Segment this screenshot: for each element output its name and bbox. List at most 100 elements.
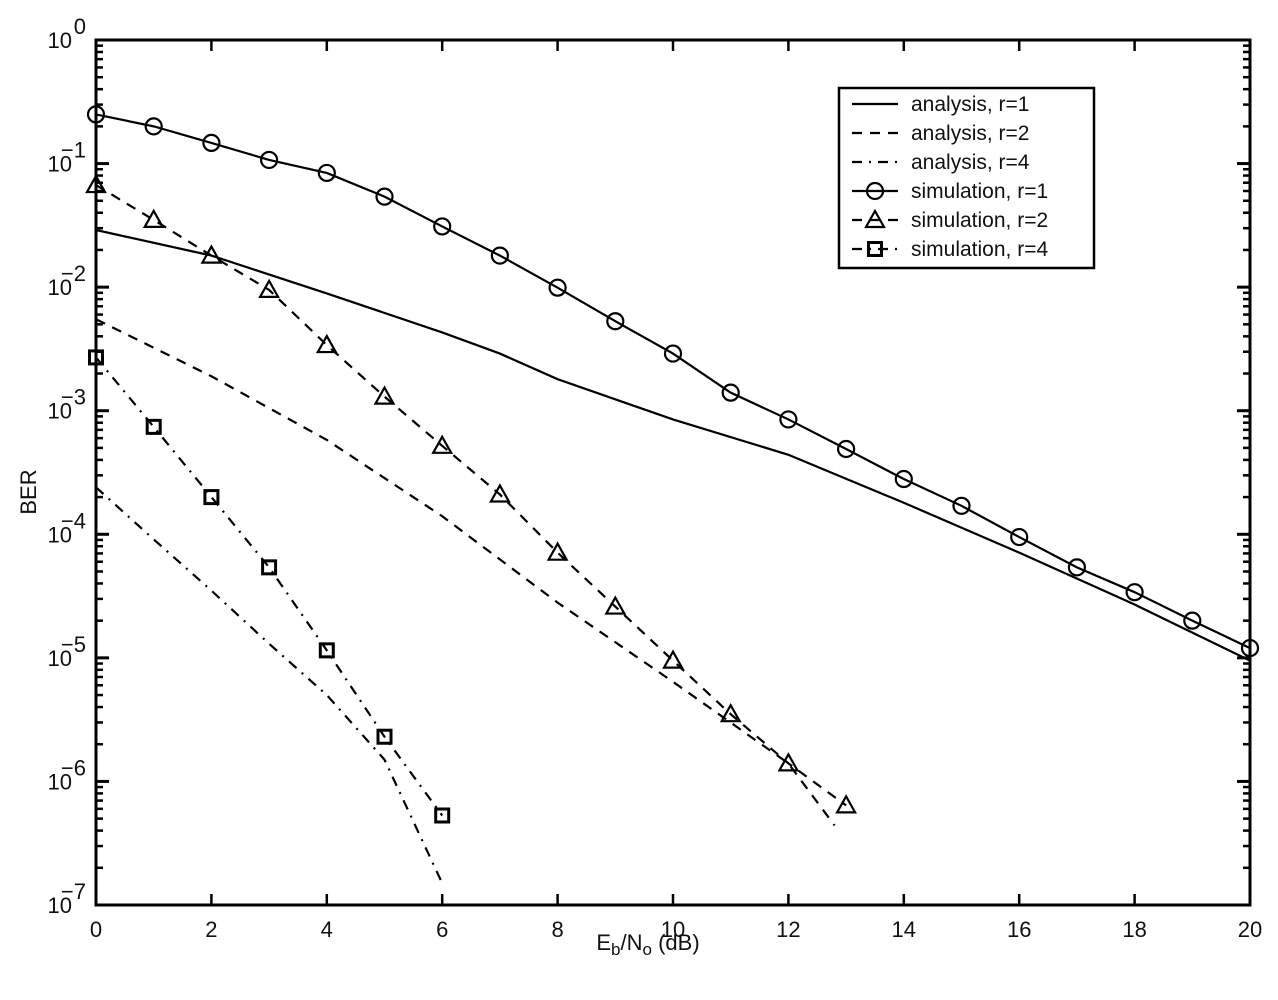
- circle-marker: [260, 150, 279, 170]
- circle-marker: [1067, 558, 1087, 577]
- y-tick-label: 10: [48, 28, 72, 53]
- x-tick-label: 20: [1238, 917, 1262, 942]
- triangle-marker: [315, 333, 338, 354]
- x-tick-label: 6: [436, 917, 448, 942]
- triangle-marker: [373, 385, 396, 405]
- legend-label: simulation, r=1: [911, 180, 1048, 203]
- circle-marker: [202, 133, 221, 152]
- series-line: [95, 486, 444, 884]
- y-tick-label: 10: [48, 522, 72, 547]
- series-simulation-r-1: [86, 105, 1260, 658]
- triangle-marker: [200, 244, 223, 264]
- legend-item: analysis, r=4: [852, 151, 1030, 174]
- series-layer: [85, 105, 1260, 884]
- y-tick-label: 10: [48, 399, 72, 424]
- triangle-marker: [489, 483, 511, 503]
- triangle-marker: [835, 794, 857, 814]
- x-tick-label: 16: [1007, 917, 1031, 942]
- legend-label: simulation, r=4: [911, 238, 1048, 261]
- x-tick-label: 12: [776, 917, 800, 942]
- y-tick-exponent: −4: [61, 508, 86, 533]
- legend-item: analysis, r=2: [852, 122, 1029, 145]
- x-tick-label: 4: [321, 917, 333, 942]
- circle-marker: [952, 496, 971, 515]
- x-tick-label: 18: [1122, 917, 1146, 942]
- y-tick-label: 10: [48, 893, 72, 918]
- x-tick-label: 0: [90, 917, 102, 942]
- square-marker: [145, 418, 162, 435]
- circle-marker: [1183, 611, 1202, 630]
- circle-marker: [1010, 527, 1029, 547]
- square-marker: [318, 642, 335, 659]
- y-tick-exponent: −3: [61, 385, 86, 410]
- y-tick-exponent: −2: [61, 261, 86, 286]
- series-simulation-r-2: [85, 173, 857, 814]
- circle-marker: [548, 278, 567, 297]
- triangle-marker: [719, 702, 742, 723]
- triangle-marker: [258, 278, 280, 298]
- y-tick-exponent: −7: [61, 879, 86, 904]
- y-tick-exponent: 0: [74, 14, 86, 39]
- circle-marker: [663, 344, 683, 363]
- x-tick-label: 10: [661, 917, 685, 942]
- legend-label: analysis, r=4: [911, 151, 1030, 174]
- tick-labels: 0 2 4 6 8 10 12 14 16 18 2010010−110−210−310−410−5…: [48, 14, 1263, 942]
- legend-item: simulation, r=1: [852, 180, 1048, 203]
- series-simulation-r-4: [88, 349, 451, 824]
- circle-marker: [865, 181, 885, 201]
- axes: [94, 38, 1252, 907]
- series-line: [95, 318, 836, 827]
- legend: analysis, r=1 analysis, r=2 analysis, r=4 s…: [837, 86, 1096, 270]
- y-tick-label: 10: [48, 769, 72, 794]
- series-analysis-r-2: [95, 318, 836, 827]
- x-tick-label: 8: [551, 917, 563, 942]
- circle-marker: [490, 246, 509, 265]
- x-axis-label: Eb/No (dB): [596, 930, 699, 959]
- triangle-marker: [142, 208, 165, 229]
- legend-box: [837, 86, 1096, 270]
- circle-marker: [317, 163, 336, 183]
- circle-marker: [836, 439, 856, 459]
- legend-item: simulation, r=2: [852, 208, 1048, 232]
- square-marker: [434, 807, 451, 824]
- series-line: [95, 184, 847, 807]
- y-axis-label: BER: [16, 469, 41, 514]
- y-tick-label: 10: [48, 646, 72, 671]
- circle-marker: [779, 410, 798, 429]
- legend-item: simulation, r=4: [852, 238, 1048, 261]
- circle-marker: [1125, 583, 1144, 602]
- circle-marker: [433, 217, 452, 236]
- x-tick-label: 14: [892, 917, 916, 942]
- y-tick-exponent: −6: [61, 755, 86, 780]
- legend-item: analysis, r=1: [852, 93, 1029, 116]
- triangle-marker: [777, 752, 800, 772]
- series-line: [95, 113, 1251, 650]
- y-tick-exponent: −5: [61, 632, 86, 657]
- series-analysis-r-1: [95, 228, 1251, 662]
- square-marker: [203, 489, 220, 506]
- square-marker: [261, 559, 278, 576]
- legend-label: simulation, r=2: [911, 209, 1048, 232]
- y-tick-label: 10: [48, 275, 72, 300]
- circle-marker: [894, 469, 913, 489]
- triangle-marker: [604, 595, 627, 615]
- triangle-marker: [662, 649, 684, 669]
- series-line: [95, 228, 1251, 662]
- y-tick-exponent: −1: [61, 138, 86, 163]
- triangle-marker: [431, 434, 454, 454]
- square-marker: [867, 241, 883, 257]
- circle-marker: [721, 383, 740, 402]
- triangle-marker: [546, 541, 569, 561]
- y-tick-label: 10: [48, 152, 72, 177]
- legend-label: analysis, r=2: [911, 122, 1029, 145]
- series-line: [95, 356, 444, 817]
- circle-marker: [144, 117, 163, 136]
- series-analysis-r-4: [95, 486, 444, 884]
- legend-label: analysis, r=1: [911, 93, 1029, 116]
- x-tick-label: 2: [205, 917, 217, 942]
- square-marker: [376, 728, 393, 745]
- circle-marker: [606, 312, 625, 331]
- circle-marker: [375, 187, 394, 206]
- triangle-marker: [864, 208, 886, 229]
